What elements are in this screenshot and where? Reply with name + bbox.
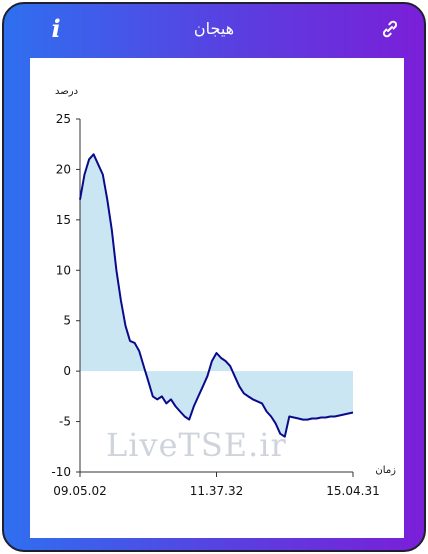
x-tick-label: 09.05.02 xyxy=(53,484,106,498)
card-header: i هیجان xyxy=(4,4,424,56)
y-tick-label: -5 xyxy=(59,415,71,429)
series-area xyxy=(80,154,353,437)
x-axis-label: زمان xyxy=(375,465,396,476)
chart-panel: درصد LiveTSE.ir 25 20 15 10 5 0 -5 -10 09.05.02 1… xyxy=(30,58,404,538)
link-icon[interactable] xyxy=(378,17,402,41)
card-title: هیجان xyxy=(193,19,235,38)
series-line xyxy=(79,153,354,438)
x-tick-label: 15.04.31 xyxy=(326,484,379,498)
y-tick-label: 10 xyxy=(56,263,71,277)
y-tick-label: -10 xyxy=(51,465,71,479)
chart: 25 20 15 10 5 0 -5 -10 09.05.02 11.37.32 15.04.31 xyxy=(51,112,379,498)
y-axis-label: درصد xyxy=(55,86,79,97)
watermark: LiveTSE.ir xyxy=(106,426,287,464)
y-tick-label: 20 xyxy=(56,162,71,176)
y-tick-label: 25 xyxy=(56,112,71,126)
x-tick-label: 11.37.32 xyxy=(190,484,243,498)
y-tick-label: 0 xyxy=(63,364,71,378)
y-tick-label: 15 xyxy=(56,213,71,227)
y-tick-label: 5 xyxy=(63,314,71,328)
info-icon[interactable]: i xyxy=(51,14,61,43)
